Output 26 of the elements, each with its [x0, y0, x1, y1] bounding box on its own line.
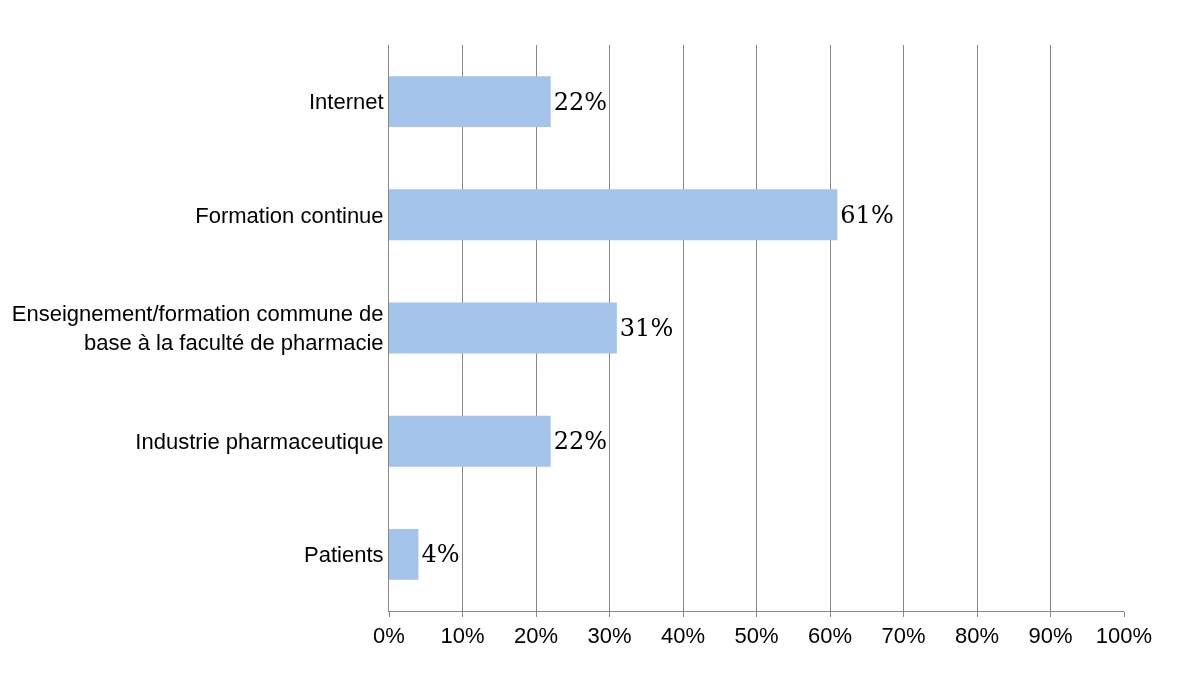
data-label: 22% [553, 87, 608, 116]
bar [389, 76, 551, 128]
bar [389, 189, 838, 241]
data-label: 4% [421, 540, 460, 569]
x-tick-label: 50% [734, 623, 779, 649]
y-tick-label: Formation continue [195, 202, 384, 228]
x-tick-label: 40% [660, 623, 706, 649]
x-tick-label: 80% [954, 623, 1000, 649]
data-label: 61% [840, 200, 894, 229]
x-tick-label: 20% [513, 623, 559, 649]
y-tick-label: Enseignement/formation commune de base à la faculté de pharmacie [11, 301, 384, 355]
x-tick-label: 30% [587, 623, 632, 649]
y-tick-label: Patients [304, 542, 384, 568]
x-tick-label: 60% [807, 623, 853, 649]
bar [389, 415, 551, 467]
x-tick-label: 70% [881, 623, 926, 649]
x-tick-label: 100% [1095, 623, 1153, 649]
x-tick-label: 0% [373, 623, 405, 649]
y-tick-label: Industrie pharmaceutique [135, 428, 384, 454]
x-tick-label: 10% [440, 623, 485, 649]
data-label: 31% [619, 314, 674, 342]
bar [389, 528, 419, 580]
data-label: 22% [553, 427, 608, 456]
x-tick-label: 90% [1028, 623, 1073, 649]
y-tick-label: Internet [308, 89, 384, 115]
bar [389, 302, 617, 354]
